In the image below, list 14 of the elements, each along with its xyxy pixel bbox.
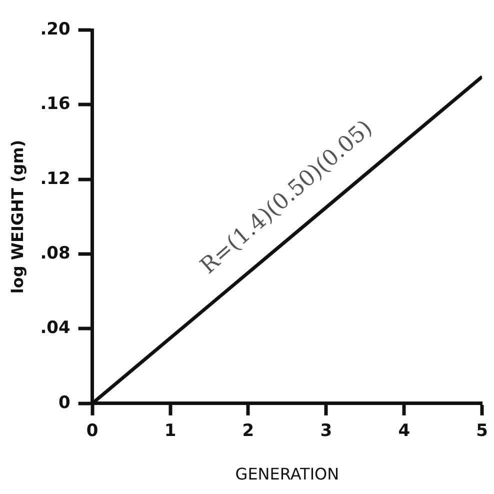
x-axis-title: GENERATION — [235, 464, 340, 484]
x-tick-label: 0 — [86, 421, 98, 442]
x-tick-label: 3 — [320, 421, 332, 442]
x-tick-label: 2 — [242, 421, 254, 442]
y-tick-label: .12 — [40, 168, 70, 189]
y-tick-label: .20 — [40, 19, 70, 40]
y-tick-label: 0 — [58, 392, 70, 413]
y-axis-title: log WEIGHT (gm) — [8, 140, 27, 294]
y-tick-label: .16 — [40, 94, 70, 114]
x-tick-label: 5 — [476, 421, 488, 442]
y-tick-label: .04 — [40, 318, 70, 338]
y-tick-label: .08 — [40, 243, 70, 264]
x-tick-label: 1 — [164, 421, 176, 442]
x-tick-label: 4 — [398, 421, 410, 442]
